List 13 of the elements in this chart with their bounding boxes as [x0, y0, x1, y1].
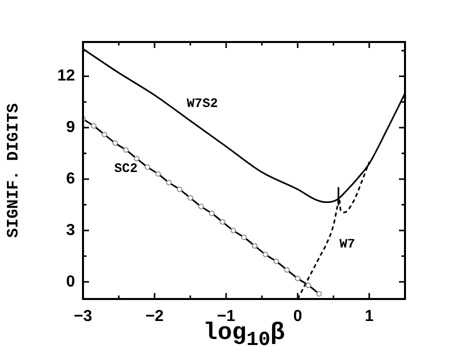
x-tick-label: −3: [74, 308, 92, 326]
series-label: W7: [339, 236, 356, 252]
series-label: W7S2: [186, 96, 218, 112]
y-tick-label: 0: [66, 273, 76, 290]
x-tick-label: −2: [145, 308, 164, 326]
y-axis-title: SIGNIF. DIGITS: [4, 102, 23, 238]
y-tick-label: 6: [66, 170, 76, 188]
series-label: SC2: [114, 161, 138, 176]
x-tick-label: 1: [364, 308, 374, 326]
x-tick-label: 0: [293, 308, 302, 326]
y-tick-label: 9: [66, 119, 76, 136]
y-tick-label: 3: [66, 222, 76, 239]
y-tick-label: 12: [57, 68, 76, 85]
